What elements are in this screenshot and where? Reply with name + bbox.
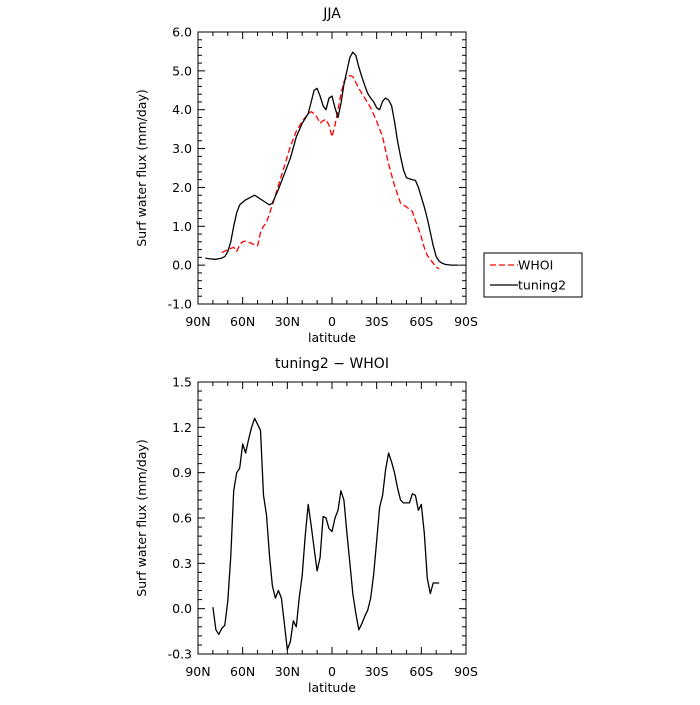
panel1-x-tick-label: 60N (230, 314, 255, 329)
panel1-y-tick-label: 5.0 (172, 63, 192, 78)
panel1-x-tick-label: 60S (409, 314, 433, 329)
legend-entry-tuning2: tuning2 (518, 278, 566, 293)
panel1-x-tick-label: 90S (454, 314, 478, 329)
panel1-y-tick-label: -1.0 (168, 297, 192, 312)
panel1-x-tick-label: 30S (365, 314, 389, 329)
panel2-y-tick-label: 0.6 (172, 511, 192, 526)
panel1-y-tick-label: 4.0 (172, 102, 192, 117)
panel1-y-tick-label: 6.0 (172, 25, 192, 40)
panel1-plot-frame (197, 31, 467, 305)
panel1-y-tick-label: 2.0 (172, 180, 192, 195)
panel1-x-tick-label: 30N (275, 314, 300, 329)
panel1-y-axis-label: Surf water flux (mm/day) (134, 89, 149, 246)
panel2-y-tick-label: 1.2 (172, 420, 192, 435)
panel2-x-tick-label: 0 (328, 664, 336, 679)
panel1-x-tick-label: 90N (185, 314, 210, 329)
panel1-y-tick-label: 3.0 (172, 141, 192, 156)
legend-box (483, 252, 583, 298)
panel1-y-tick-label: 0.0 (172, 258, 192, 273)
panel2-y-tick-label: -0.3 (168, 647, 192, 662)
panel2-y-tick-label: 0.0 (172, 601, 192, 616)
panel2-y-tick-label: 0.3 (172, 556, 192, 571)
panel2-x-tick-label: 90N (185, 664, 210, 679)
panel1-series-line-tuning2 (205, 51, 459, 266)
panel2-series-line-diff (212, 417, 440, 651)
panel1-y-tick-label: 1.0 (172, 219, 192, 234)
panel2-y-axis-label: Surf water flux (mm/day) (134, 439, 149, 596)
panel2-x-tick-label: 60S (409, 664, 433, 679)
panel2-x-axis-label: latitude (308, 680, 356, 695)
legend-entry-whoi: WHOI (518, 258, 553, 273)
panel2-y-tick-label: 1.5 (172, 375, 192, 390)
panel1-chart-title: JJA (322, 6, 341, 22)
panel2-y-tick-label: 0.9 (172, 465, 192, 480)
panel2-x-tick-label: 60N (230, 664, 255, 679)
panel1-x-tick-label: 0 (328, 314, 336, 329)
panel2-x-tick-label: 30S (365, 664, 389, 679)
panel1-x-axis-label: latitude (308, 330, 356, 345)
panel2-chart-title: tuning2 − WHOI (275, 356, 389, 372)
panel2-x-tick-label: 30N (275, 664, 300, 679)
panel1-series-line-whoi (221, 74, 440, 270)
panel2-plot-frame (197, 381, 467, 655)
panel2-x-tick-label: 90S (454, 664, 478, 679)
